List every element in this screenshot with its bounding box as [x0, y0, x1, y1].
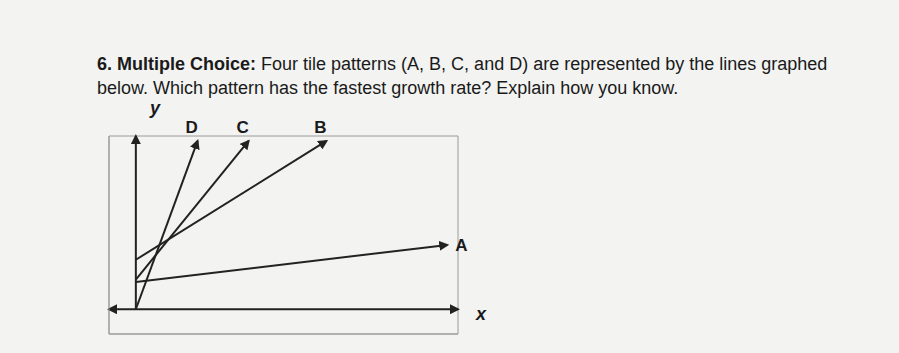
svg-text:D: D [185, 118, 197, 137]
html-text:y: y [150, 98, 160, 118]
svg-text:A: A [455, 236, 467, 255]
html-text:x: x [476, 304, 486, 324]
html-text:6. Multiple Choice: Four tile: 6. Multiple Choice: Four tile patterns (… [97, 54, 828, 74]
svg-text:C: C [236, 118, 248, 137]
svg-text:B: B [314, 118, 326, 137]
html-text:below. Which pattern has the f: below. Which pattern has the fastest gro… [97, 78, 679, 98]
